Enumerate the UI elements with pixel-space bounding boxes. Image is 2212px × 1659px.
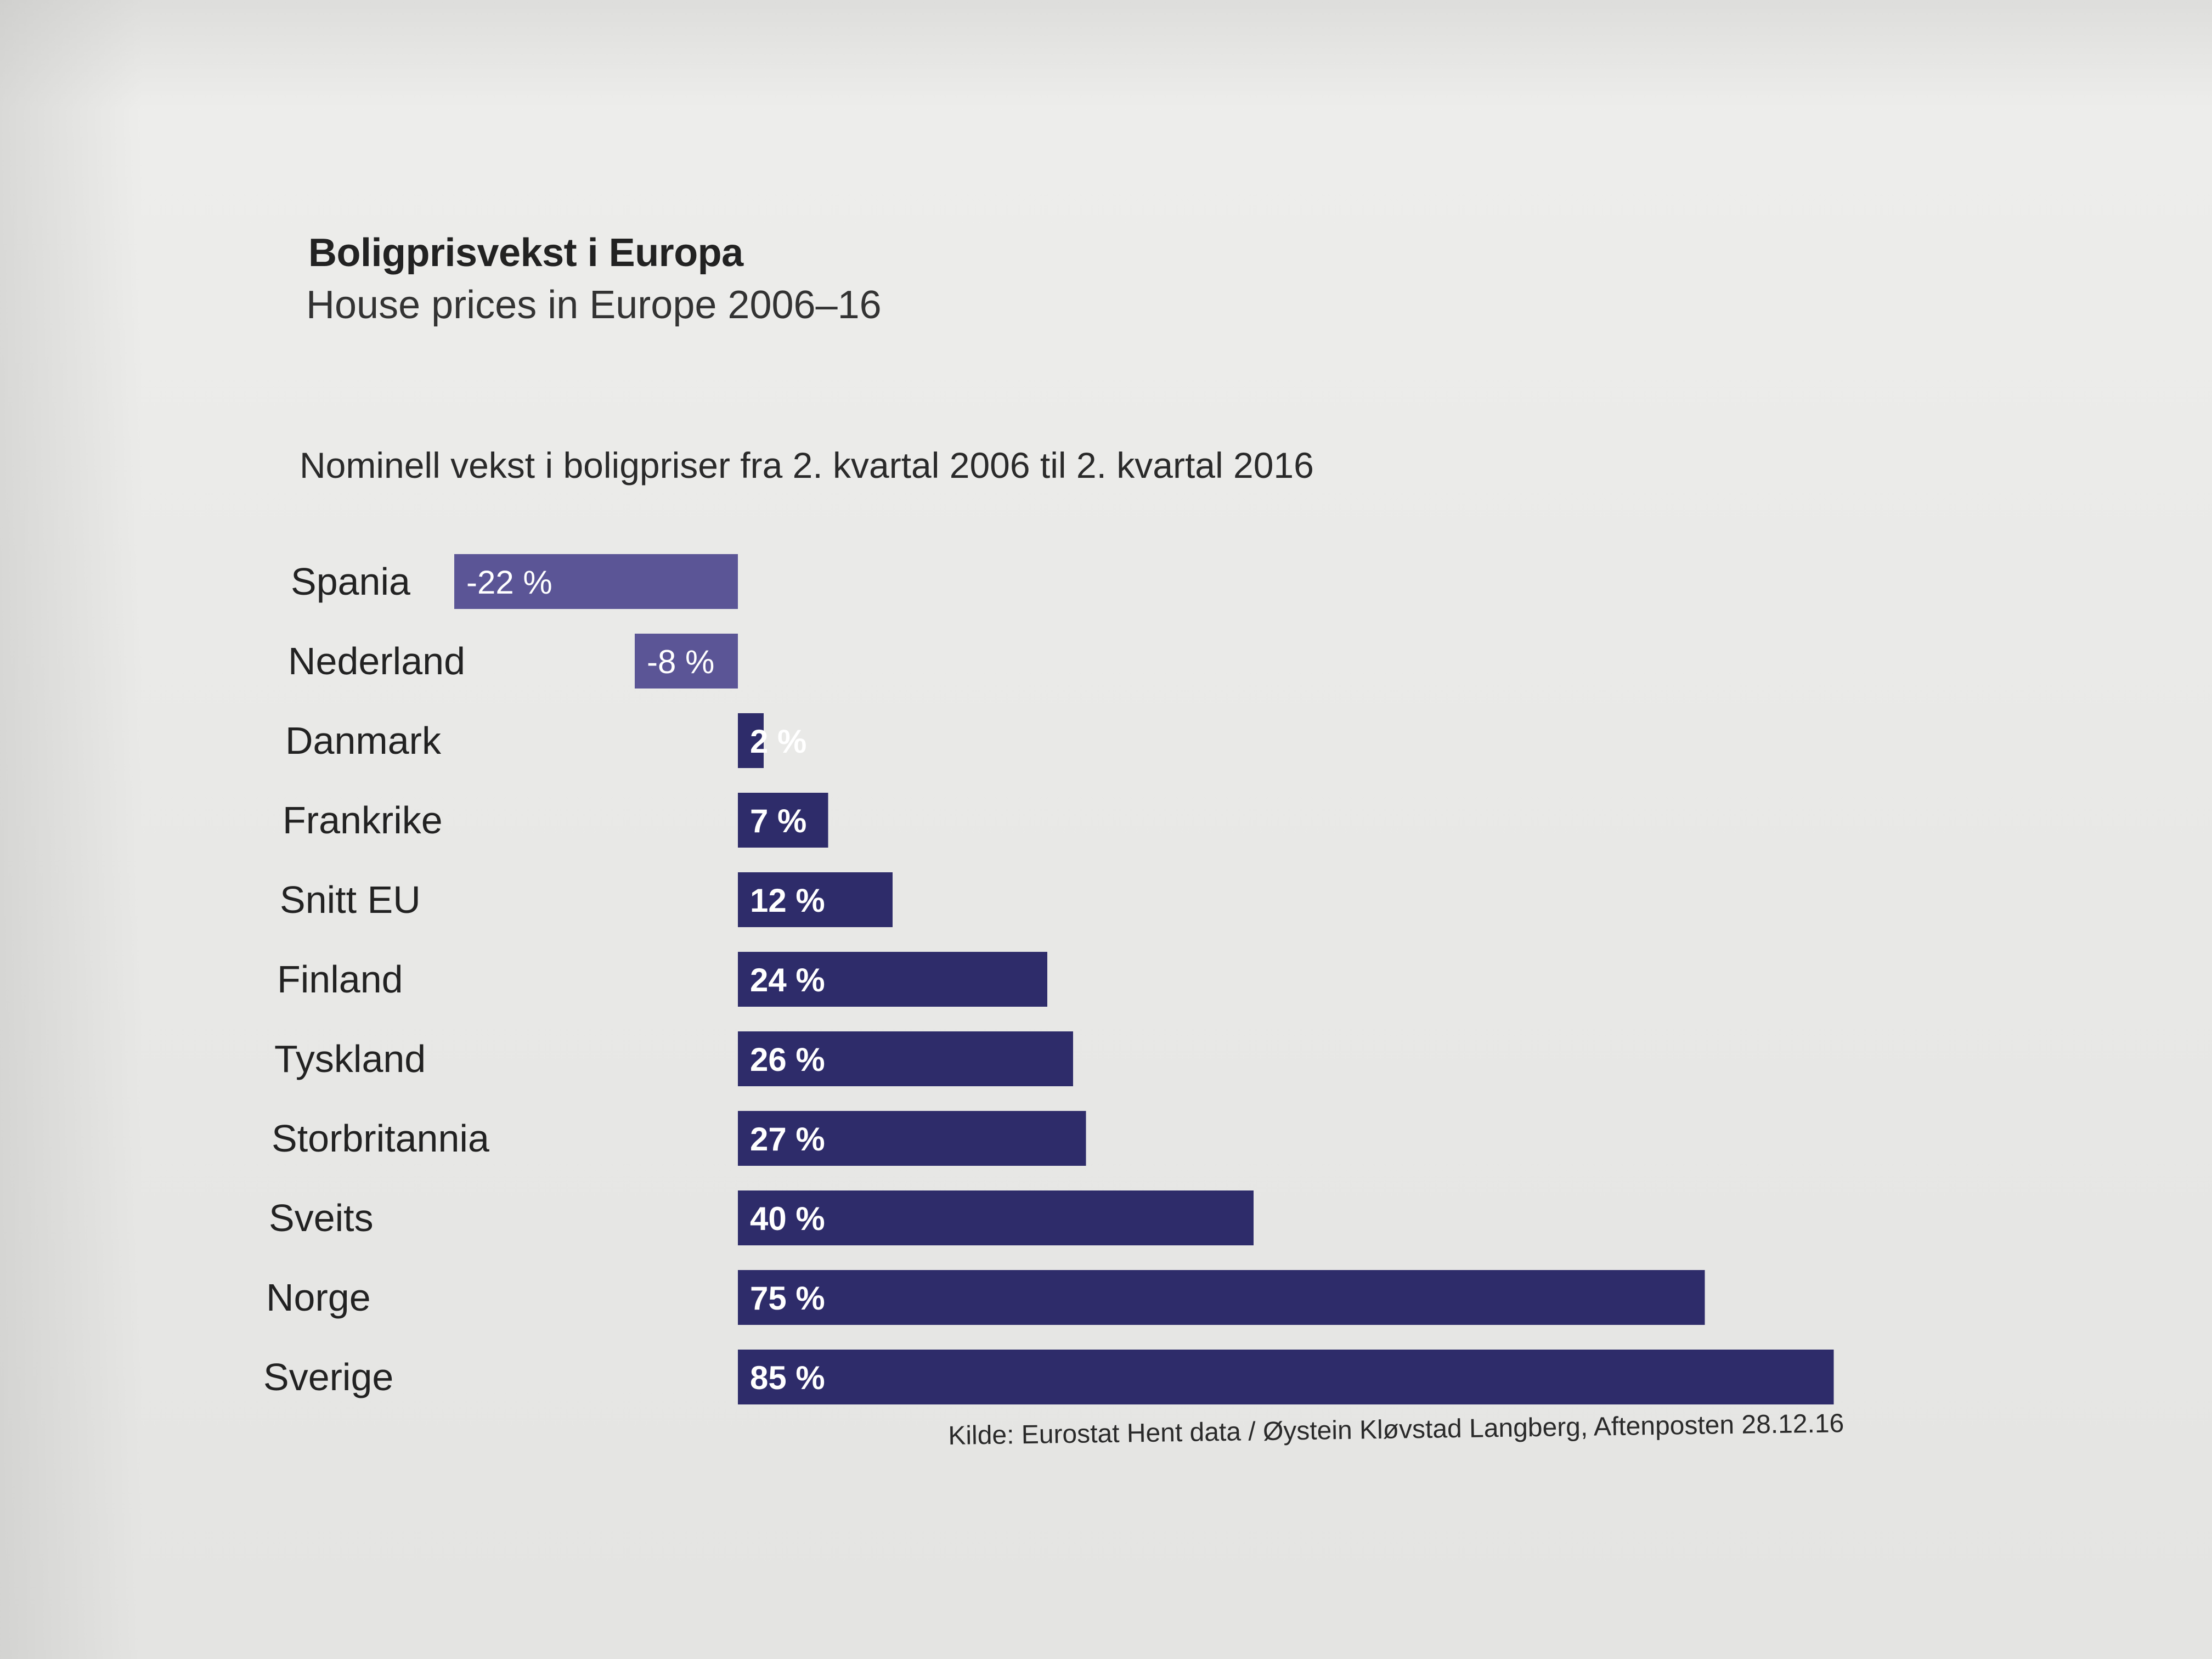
category-label: Storbritannia (272, 1117, 489, 1160)
category-label: Sverige (263, 1356, 393, 1398)
data-label: -8 % (647, 644, 714, 680)
category-label: Snitt EU (280, 878, 421, 921)
data-label: 12 % (750, 882, 825, 919)
data-label: 75 % (750, 1280, 825, 1317)
bar-tyskland (738, 1031, 1073, 1086)
bar-nederland (635, 634, 738, 689)
data-label: 7 % (750, 803, 806, 839)
bar-storbritannia (738, 1111, 1086, 1166)
category-label: Danmark (285, 719, 442, 762)
left-shadow (0, 0, 143, 1659)
data-label: -22 % (466, 564, 552, 601)
category-label: Spania (291, 560, 410, 603)
chart-title: Nominell vekst i boligpriser fra 2. kvar… (300, 445, 1314, 486)
category-label: Finland (277, 958, 403, 1001)
top-shadow (0, 0, 2212, 110)
category-label: Frankrike (283, 799, 443, 842)
chart-heading: Boligprisvekst i Europa (308, 231, 743, 275)
bar-spania (454, 554, 738, 609)
bar-finland (738, 952, 1047, 1007)
bar-frankrike (738, 793, 828, 848)
data-label: 24 % (750, 962, 825, 998)
data-label: 40 % (750, 1200, 825, 1237)
category-label: Tyskland (274, 1037, 426, 1080)
data-label: 27 % (750, 1121, 825, 1158)
data-label: 2 % (750, 723, 806, 760)
chart-subheading: House prices in Europe 2006–16 (306, 283, 882, 327)
bar-sveits (738, 1190, 1254, 1245)
category-label: Norge (266, 1276, 371, 1319)
bar-danmark (738, 713, 764, 768)
category-label: Nederland (288, 640, 465, 682)
data-label: 85 % (750, 1359, 825, 1396)
bar-norge (738, 1270, 1705, 1325)
category-label: Sveits (269, 1197, 374, 1239)
data-label: 26 % (750, 1041, 825, 1078)
bar-snitt-eu (738, 872, 893, 927)
bar-sverige (738, 1350, 1834, 1404)
